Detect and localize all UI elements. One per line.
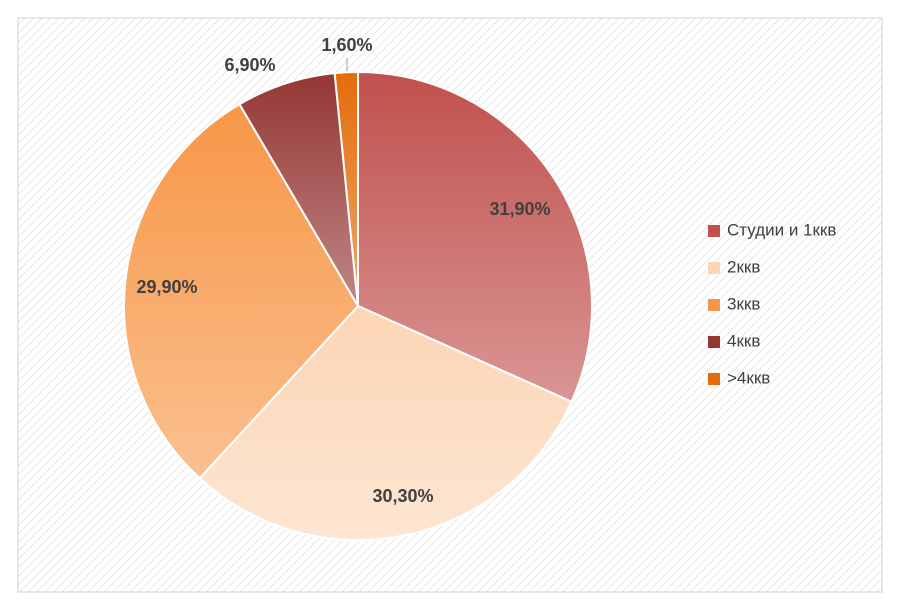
legend-swatch xyxy=(708,262,720,274)
legend-label: 3ккв xyxy=(727,294,760,313)
data-label: 6,90% xyxy=(224,55,275,75)
legend-swatch xyxy=(708,299,720,311)
legend-swatch xyxy=(708,225,720,237)
pie: 31,90% 30,30% 29,90% 6,90% 1,60% xyxy=(123,35,593,541)
data-label: 31,90% xyxy=(489,199,550,219)
legend-label: 4ккв xyxy=(727,331,760,350)
legend-label: Студии и 1ккв xyxy=(727,220,836,239)
legend-swatch xyxy=(708,336,720,348)
legend-label: >4ккв xyxy=(727,368,770,387)
pie-slice xyxy=(198,304,573,541)
legend-label: 2ккв xyxy=(727,257,760,276)
data-label: 30,30% xyxy=(372,486,433,506)
data-label: 1,60% xyxy=(321,35,372,55)
data-label: 29,90% xyxy=(136,277,197,297)
pie-slice xyxy=(333,70,359,307)
pie-slice xyxy=(357,70,593,404)
pie-slice xyxy=(123,102,360,480)
legend-swatch xyxy=(708,373,720,385)
legend: Студии и 1ккв 2ккв 3ккв 4ккв >4ккв xyxy=(708,220,836,387)
